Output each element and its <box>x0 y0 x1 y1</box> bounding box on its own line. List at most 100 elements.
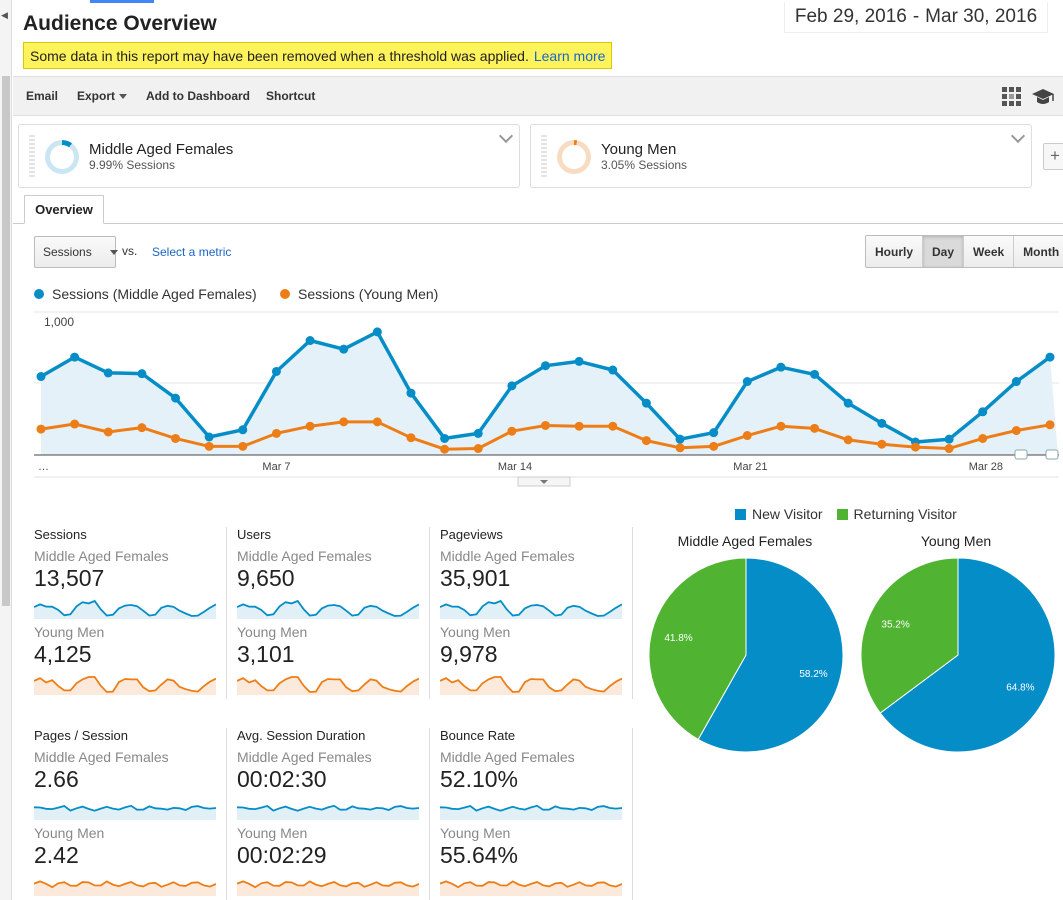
data-point[interactable] <box>70 419 80 429</box>
scorecard[interactable]: Avg. Session Duration Middle Aged Female… <box>237 728 427 900</box>
data-point[interactable] <box>1011 426 1021 436</box>
data-point[interactable] <box>271 366 281 376</box>
export-button[interactable]: Export <box>77 89 128 103</box>
collapse-arrow-icon[interactable]: ◀ <box>1 10 8 20</box>
data-point[interactable] <box>271 428 281 438</box>
data-point[interactable] <box>541 420 550 430</box>
data-point[interactable] <box>810 423 820 433</box>
data-point[interactable] <box>608 365 618 375</box>
data-point[interactable] <box>440 444 450 454</box>
data-point[interactable] <box>641 436 651 446</box>
tab-overview[interactable]: Overview <box>24 195 104 224</box>
data-point[interactable] <box>507 381 517 391</box>
data-point[interactable] <box>843 435 853 445</box>
annotation-icon[interactable] <box>1045 449 1059 460</box>
pie-slice-returning-visitor[interactable] <box>860 557 959 714</box>
segment-card-2[interactable]: Young Men 3.05% Sessions <box>530 124 1032 188</box>
data-point[interactable] <box>406 388 416 398</box>
data-point[interactable] <box>978 433 988 443</box>
learn-more-link[interactable]: Learn more <box>533 47 606 64</box>
data-point[interactable] <box>810 369 820 379</box>
pie-slice-returning-visitor[interactable] <box>648 557 747 741</box>
pie-chart-middle-aged-females[interactable]: 58.2% 41.8% <box>647 556 845 754</box>
data-point[interactable] <box>36 372 46 382</box>
email-button[interactable]: Email <box>26 89 59 103</box>
data-point[interactable] <box>440 433 450 443</box>
scorecard[interactable]: Sessions Middle Aged Females 13,507 Youn… <box>34 527 224 707</box>
add-to-dashboard-button[interactable]: Add to Dashboard <box>146 89 250 103</box>
drag-handle[interactable] <box>29 135 35 177</box>
chevron-down-icon[interactable] <box>498 128 514 144</box>
data-point[interactable] <box>574 421 584 431</box>
data-point[interactable] <box>541 361 550 371</box>
data-point[interactable] <box>473 428 483 438</box>
pie-slice-new-visitor[interactable] <box>697 557 844 753</box>
data-point[interactable] <box>238 441 248 451</box>
segment-card-1[interactable]: Middle Aged Females 9.99% Sessions <box>18 124 520 188</box>
data-point[interactable] <box>944 444 954 454</box>
data-point[interactable] <box>709 428 719 438</box>
select-metric-link[interactable]: Select a metric <box>152 245 232 259</box>
data-point[interactable] <box>137 423 147 433</box>
period-hourly-button[interactable]: Hourly <box>866 236 924 267</box>
legend-item-series-2[interactable]: Sessions (Young Men) <box>280 286 438 302</box>
data-point[interactable] <box>406 433 416 443</box>
data-point[interactable] <box>1045 352 1055 362</box>
data-point[interactable] <box>473 444 483 454</box>
data-point[interactable] <box>574 356 584 366</box>
data-point[interactable] <box>776 362 786 372</box>
data-point[interactable] <box>305 421 315 431</box>
data-point[interactable] <box>507 426 517 436</box>
data-point[interactable] <box>1045 420 1055 430</box>
data-point[interactable] <box>910 442 920 452</box>
pie-chart-young-men[interactable]: 64.8% 35.2% <box>859 556 1057 754</box>
graduation-cap-icon[interactable] <box>1030 87 1056 107</box>
drag-handle[interactable] <box>541 135 547 177</box>
date-range-picker[interactable]: Feb 29, 2016 - Mar 30, 2016 <box>784 2 1048 33</box>
data-point[interactable] <box>877 418 887 428</box>
data-point[interactable] <box>137 369 147 379</box>
scrollbar[interactable] <box>2 76 10 606</box>
data-point[interactable] <box>641 398 651 408</box>
data-point[interactable] <box>204 432 214 442</box>
grid-icon[interactable] <box>1001 86 1023 108</box>
scorecard[interactable]: Pageviews Middle Aged Females 35,901 You… <box>440 527 630 707</box>
shortcut-button[interactable]: Shortcut <box>266 89 316 103</box>
scorecard[interactable]: Bounce Rate Middle Aged Females 52.10% Y… <box>440 728 630 900</box>
data-point[interactable] <box>608 421 618 431</box>
period-month-button[interactable]: Month <box>1014 236 1063 267</box>
data-point[interactable] <box>877 439 887 449</box>
data-point[interactable] <box>944 434 954 444</box>
data-point[interactable] <box>372 417 382 427</box>
data-point[interactable] <box>675 434 685 444</box>
data-point[interactable] <box>238 425 248 435</box>
data-point[interactable] <box>171 433 181 443</box>
data-point[interactable] <box>742 431 752 441</box>
scorecard[interactable]: Users Middle Aged Females 9,650 Young Me… <box>237 527 427 707</box>
data-point[interactable] <box>339 344 349 354</box>
add-segment-button[interactable]: + <box>1043 143 1063 170</box>
period-day-button[interactable]: Day <box>923 236 965 267</box>
legend-item-series-1[interactable]: Sessions (Middle Aged Females) <box>34 286 257 302</box>
data-point[interactable] <box>305 336 315 346</box>
pie-slice-new-visitor[interactable] <box>879 557 1056 753</box>
chevron-down-icon[interactable] <box>1010 128 1026 144</box>
period-week-button[interactable]: Week <box>964 236 1015 267</box>
data-point[interactable] <box>675 443 685 453</box>
data-point[interactable] <box>978 407 988 417</box>
data-point[interactable] <box>843 398 853 408</box>
data-point[interactable] <box>204 441 214 451</box>
metric-dropdown[interactable]: Sessions <box>34 236 118 268</box>
data-point[interactable] <box>709 441 719 451</box>
data-point[interactable] <box>339 417 349 427</box>
data-point[interactable] <box>103 427 113 437</box>
scorecard[interactable]: Pages / Session Middle Aged Females 2.66… <box>34 728 224 900</box>
legend-item-new-visitor[interactable]: New Visitor <box>735 506 823 522</box>
data-point[interactable] <box>372 327 382 337</box>
data-point[interactable] <box>70 352 80 362</box>
data-point[interactable] <box>1011 377 1021 387</box>
legend-item-returning-visitor[interactable]: Returning Visitor <box>836 506 957 522</box>
data-point[interactable] <box>776 421 786 431</box>
data-point[interactable] <box>742 377 752 387</box>
